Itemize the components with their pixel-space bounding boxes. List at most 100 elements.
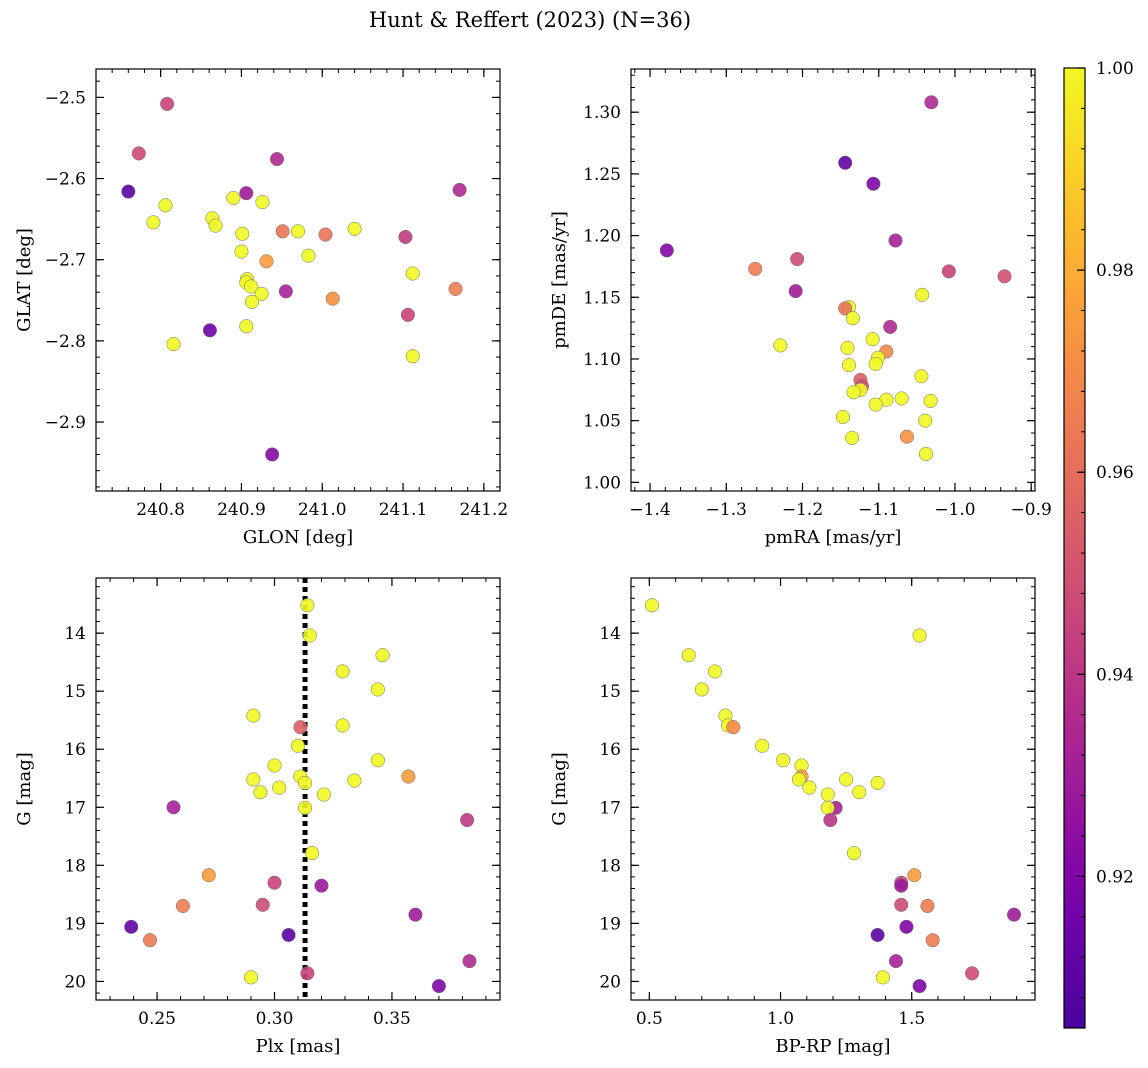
y-tick-label: 18	[64, 856, 86, 876]
y-tick-label: −2.7	[45, 251, 86, 271]
y-tick-label: −2.5	[45, 88, 86, 108]
y-tick-label: −2.8	[45, 332, 86, 352]
data-point	[644, 598, 660, 613]
data-point	[462, 954, 477, 969]
data-point	[267, 875, 282, 890]
data-point	[894, 878, 909, 893]
data-point	[255, 195, 270, 210]
data-point	[875, 970, 890, 985]
data-point	[234, 244, 249, 259]
data-point	[894, 391, 909, 406]
colorbar-tick-label: 0.96	[1096, 463, 1134, 483]
axes-frame	[630, 68, 1036, 492]
data-point	[1006, 907, 1022, 922]
colorbar-tick-label: 0.98	[1096, 261, 1134, 281]
data-point	[335, 718, 350, 733]
y-tick-label: −2.6	[45, 170, 86, 190]
data-point	[239, 186, 254, 201]
data-point	[755, 738, 770, 753]
x-tick-label: −1.4	[629, 500, 670, 520]
y-tick-label: 16	[599, 740, 621, 760]
data-point	[894, 897, 909, 912]
data-point	[166, 800, 181, 815]
data-point	[254, 286, 269, 301]
data-point	[305, 846, 320, 861]
data-point	[852, 785, 867, 800]
data-point	[845, 311, 860, 326]
panel-pmra-pmde: −1.4 −1.3 −1.2 −1.1 −1.0 −0.9 1.00 1.05 1.10 1.15…	[549, 68, 1052, 548]
data-point	[659, 243, 674, 258]
data-point	[820, 787, 835, 802]
x-tick-label: 241.1	[379, 500, 428, 520]
data-point	[870, 775, 885, 790]
y-tick-label: 17	[599, 798, 621, 818]
data-point	[835, 409, 850, 425]
data-point	[297, 800, 313, 815]
colorbar-tick-label: 0.92	[1096, 867, 1134, 887]
y-tick-label: 14	[599, 624, 621, 644]
colorbar-tick-label: 1.00	[1096, 59, 1134, 79]
y-axis-label: GLAT [deg]	[14, 228, 35, 332]
data-point	[865, 332, 880, 347]
data-point	[246, 772, 261, 787]
data-point	[325, 291, 340, 306]
data-point	[347, 221, 362, 236]
data-point	[293, 720, 308, 735]
data-point	[899, 919, 914, 934]
data-point	[175, 898, 190, 914]
data-point	[790, 251, 805, 267]
y-tick-label: 1.00	[583, 473, 621, 493]
data-point	[201, 868, 216, 883]
data-point	[335, 664, 350, 679]
data-point	[776, 753, 791, 768]
data-point	[923, 393, 938, 408]
y-tick-label: 1.20	[583, 227, 621, 247]
x-tick-label: −1.0	[934, 500, 975, 520]
data-point	[272, 780, 287, 795]
y-tick-label: 1.10	[583, 350, 621, 370]
data-point	[316, 787, 331, 802]
data-point	[839, 772, 854, 787]
data-point	[788, 284, 803, 299]
x-axis-label: pmRA [mas/yr]	[765, 527, 902, 548]
data-point	[868, 397, 883, 412]
data-point	[281, 927, 296, 943]
data-point	[398, 229, 413, 245]
data-point	[401, 769, 416, 784]
y-tick-label: 16	[64, 740, 86, 760]
panel-glon-glat: 240.8 240.9 241.0 241.1 241.2 −2.5 −2.6 −2.7 −2.…	[14, 68, 509, 548]
data-point	[838, 301, 853, 316]
data-point	[300, 966, 315, 981]
colorbar-tick-label: 0.94	[1096, 665, 1134, 685]
data-point	[840, 340, 855, 355]
x-tick-label: 241.2	[460, 500, 509, 520]
x-tick-label: 240.8	[136, 500, 185, 520]
data-point	[883, 319, 898, 334]
axes-frame	[95, 68, 501, 492]
data-point	[841, 358, 857, 373]
y-tick-label: 1.15	[583, 288, 621, 308]
y-tick-label: 19	[64, 914, 86, 934]
x-tick-label: 0.35	[373, 1009, 411, 1029]
data-point	[208, 218, 223, 233]
data-point	[791, 772, 806, 787]
y-tick-label: 19	[599, 914, 621, 934]
data-point	[870, 927, 885, 943]
data-point	[773, 338, 788, 353]
data-point	[265, 447, 280, 462]
y-tick-label: 15	[599, 682, 621, 702]
panel-plx-g: 0.25 0.30 0.35 14 15 16 17 18 19 20 Plx [mas] G [ma…	[14, 577, 501, 1057]
data-point	[160, 96, 175, 111]
data-point	[253, 785, 268, 800]
data-point	[318, 227, 333, 242]
data-point	[918, 446, 934, 462]
data-point	[912, 628, 927, 643]
data-point	[239, 319, 254, 334]
data-point	[838, 155, 853, 170]
data-point	[914, 369, 929, 384]
data-point	[845, 430, 860, 445]
x-tick-label: 241.0	[298, 500, 347, 520]
data-point	[302, 628, 317, 643]
data-point	[726, 720, 741, 735]
